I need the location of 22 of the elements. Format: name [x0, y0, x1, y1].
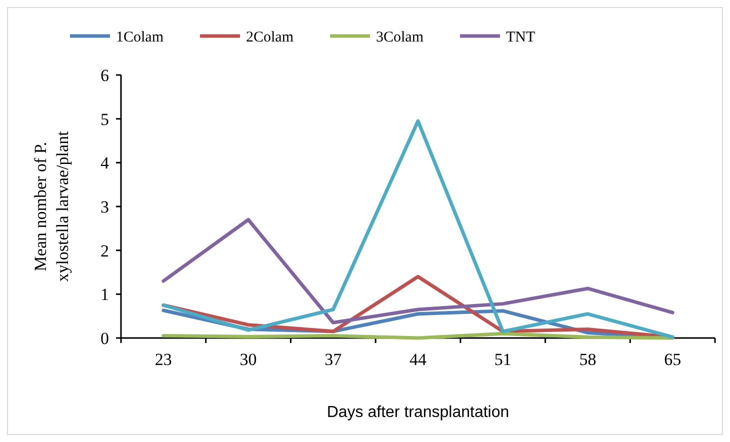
legend-label: 1Colam: [116, 29, 164, 46]
y-tick-label: 5: [100, 110, 109, 129]
line-series: [162, 218, 674, 324]
y-tick-label: 1: [100, 285, 109, 304]
x-axis-title: Days after transplantation: [326, 404, 510, 421]
x-tick-label: 30: [240, 350, 257, 369]
legend-label: TNT: [506, 29, 536, 46]
x-tick-label: 58: [579, 350, 596, 369]
legend-label: 2Colam: [246, 29, 294, 46]
x-tick-label: 23: [154, 350, 172, 369]
x-tick-label: 37: [324, 350, 342, 369]
y-tick-label: 4: [100, 154, 110, 173]
legend-label: 3Colam: [376, 29, 424, 46]
y-tick-label: 2: [100, 241, 109, 260]
line-series: [162, 119, 674, 339]
y-tick-label: 3: [100, 197, 109, 216]
y-axis-title: Mean nomber of P. xylostella larvae/plant: [31, 130, 72, 282]
y-tick-label: 0: [100, 328, 109, 348]
y-tick-label: 6: [100, 66, 109, 85]
x-tick-label: 51: [494, 350, 512, 369]
x-tick-label: 44: [410, 350, 427, 369]
x-tick-label: 65: [664, 350, 682, 369]
